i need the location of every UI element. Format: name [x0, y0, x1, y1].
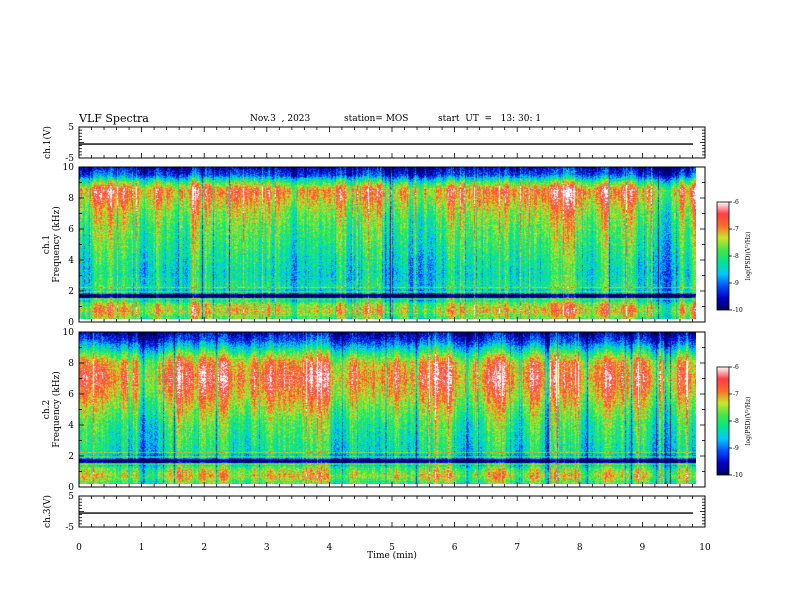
y-tick-label-ch2s: 0: [68, 483, 74, 493]
y-axis-label-ch1v: ch.1(V): [42, 126, 53, 159]
colorbar-tick-label-ch2s: -10: [733, 472, 743, 479]
panel-frames: [78, 126, 706, 528]
x-tick-label: 1: [139, 543, 145, 553]
colorbar-label-ch1s: log(PSD)(V²/Hz): [745, 232, 752, 281]
y-tick-label-ch1s: 4: [68, 256, 74, 266]
colorbars: -6 -7 -8 -9 -10 log(PSD)(V²/Hz) -6 -7 -8 -9 -10 log…: [716, 199, 752, 479]
y-axis-label-ch1s: ch.1Frequency (kHz): [42, 206, 62, 283]
y-axis-label-line: ch.1: [42, 235, 52, 254]
y-axis-label-line: Frequency (kHz): [51, 206, 62, 283]
station-label: station= MOS: [344, 114, 409, 124]
colorbar-tick-label-ch2s: -9: [733, 445, 739, 452]
colorbar-tick-label-ch1s: -6: [733, 199, 739, 206]
y-axis-label-line: ch.2: [42, 400, 52, 419]
x-tick-label: 9: [640, 543, 646, 553]
colorbar-tick-label-ch2s: -8: [733, 418, 739, 425]
x-tick-label: 3: [264, 543, 270, 553]
colorbar-tick-label-ch2s: -7: [733, 391, 739, 398]
y-tick-label-ch1v: 5: [68, 123, 74, 133]
colorbar-tick-label-ch2s: -6: [733, 364, 739, 371]
x-tick-label: 2: [201, 543, 207, 553]
colorbar-tick-label-ch1s: -8: [733, 253, 739, 260]
x-tick-label: 0: [76, 543, 82, 553]
ch2-spectrogram-image: [79, 332, 696, 484]
y-tick-label-ch2s: 4: [68, 421, 74, 431]
axis-ticks: [78, 126, 706, 528]
y-tick-label-ch1v: -5: [65, 154, 74, 164]
x-tick-label: 6: [452, 543, 458, 553]
colorbar-tick-label-ch1s: -7: [733, 226, 739, 233]
colorbar-tick-label-ch1s: -9: [733, 280, 739, 287]
start-time-label: start UT = 13: 30: 1: [438, 114, 542, 124]
colorbar-label-ch2s: log(PSD)(V²/Hz): [745, 397, 752, 446]
y-tick-label-ch1s: 0: [68, 318, 74, 328]
y-tick-label-ch3v: -5: [65, 523, 74, 533]
y-tick-label-ch2s: 6: [68, 390, 74, 400]
y-axis-label-ch2s: ch.2Frequency (kHz): [42, 371, 62, 448]
y-axis-label-ch3v: ch.3(V): [42, 495, 53, 528]
voltage-traces: [79, 143, 693, 514]
chart-title: VLF Spectra: [79, 112, 149, 125]
y-tick-label-ch1s: 2: [68, 287, 74, 297]
y-tick-label-ch2s: 8: [68, 359, 74, 369]
colorbar-ch1s: [716, 201, 730, 311]
panel-frame-ch2s: [78, 331, 706, 488]
panel-frame-ch1s: [78, 166, 706, 323]
y-tick-label-ch2s: 10: [63, 328, 75, 338]
x-tick-label: 5: [389, 543, 395, 553]
y-tick-label-ch1s: 10: [63, 163, 75, 173]
x-tick-label: 8: [577, 543, 583, 553]
colorbar-ch2s: [716, 366, 730, 476]
y-tick-label-ch2s: 2: [68, 452, 74, 462]
y-tick-label-ch3v: 5: [68, 492, 74, 502]
x-axis-label: Time (min): [367, 550, 417, 561]
x-tick-label: 4: [327, 543, 333, 553]
x-tick-label: 10: [699, 543, 711, 553]
y-tick-label-ch1s: 8: [68, 194, 74, 204]
y-tick-label-ch1s: 6: [68, 225, 74, 235]
x-tick-label: 7: [514, 543, 520, 553]
date-label: Nov.3 , 2023: [250, 114, 311, 124]
y-axis-label-line: Frequency (kHz): [51, 371, 62, 448]
colorbar-tick-label-ch1s: -10: [733, 307, 743, 314]
ch1-spectrogram-image: [79, 167, 696, 319]
